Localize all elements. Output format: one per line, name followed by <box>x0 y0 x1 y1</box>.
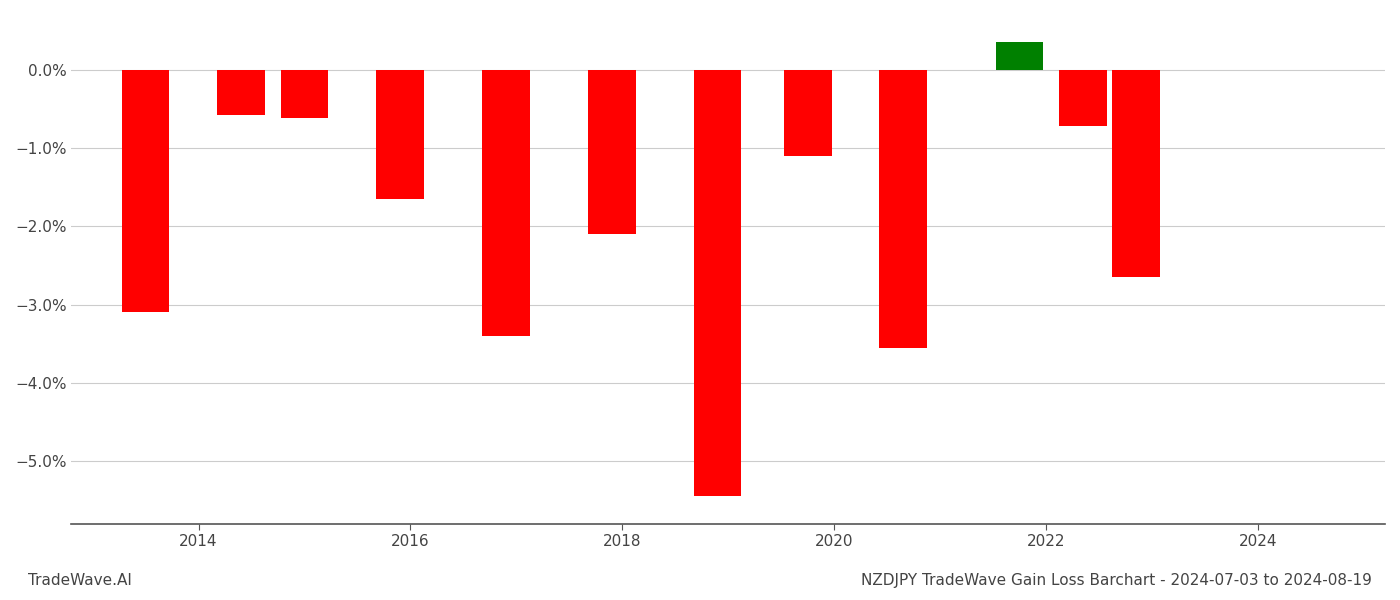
Bar <box>122 70 169 313</box>
Bar <box>694 70 742 496</box>
Bar <box>995 43 1043 70</box>
Bar <box>482 70 529 336</box>
Bar <box>217 70 265 115</box>
Bar <box>1112 70 1161 277</box>
Bar <box>377 70 424 199</box>
Bar <box>784 70 832 156</box>
Bar <box>879 70 927 347</box>
Text: TradeWave.AI: TradeWave.AI <box>28 573 132 588</box>
Bar <box>1060 70 1107 126</box>
Bar <box>280 70 329 118</box>
Bar <box>588 70 636 234</box>
Text: NZDJPY TradeWave Gain Loss Barchart - 2024-07-03 to 2024-08-19: NZDJPY TradeWave Gain Loss Barchart - 20… <box>861 573 1372 588</box>
